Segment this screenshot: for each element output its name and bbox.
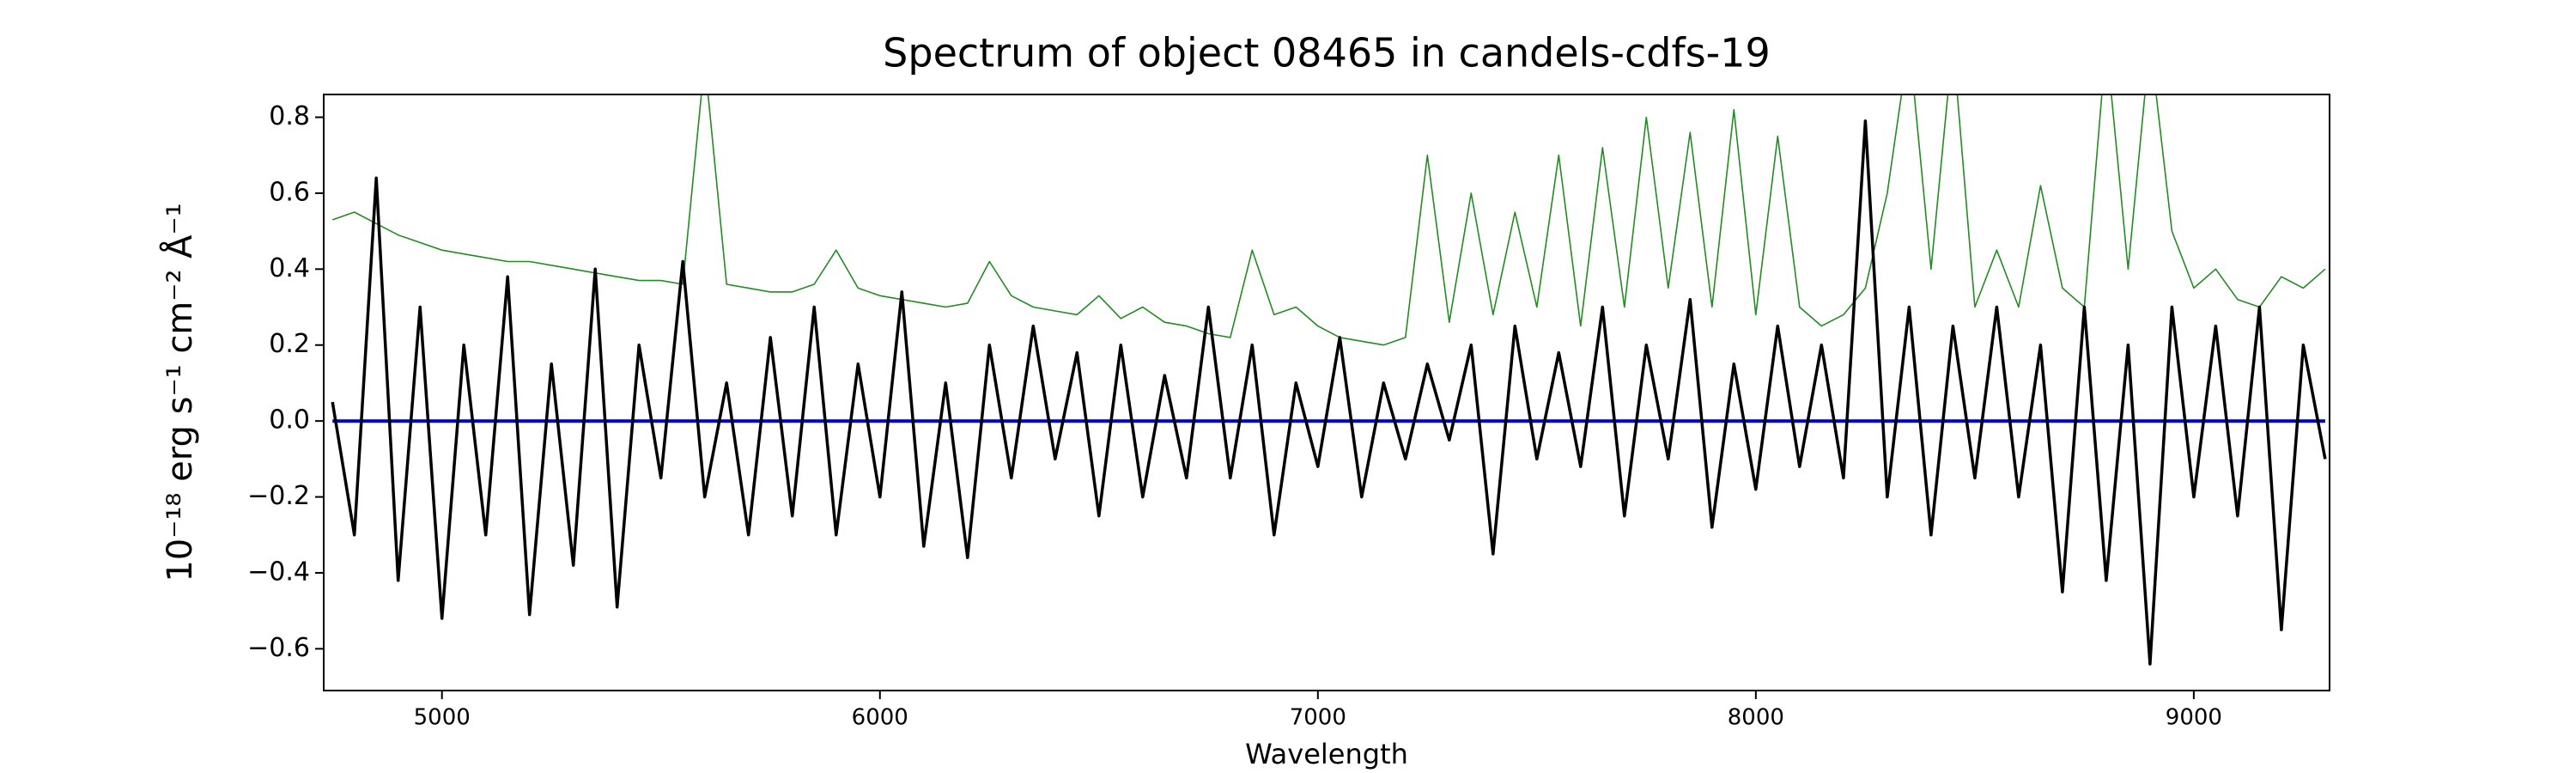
plot-frame bbox=[323, 94, 2330, 691]
y-axis-label: 10⁻¹⁸ erg s⁻¹ cm⁻² Å⁻¹ bbox=[159, 203, 200, 581]
y-tick-label: −0.6 bbox=[247, 633, 310, 663]
chart-title: Spectrum of object 08465 in candels-cdfs… bbox=[883, 30, 1771, 76]
spectrum-line bbox=[331, 94, 2326, 346]
y-tick-label: 0.8 bbox=[269, 101, 310, 131]
y-tick-label: 0.0 bbox=[269, 405, 310, 435]
x-tick-label: 8000 bbox=[1728, 705, 1784, 731]
x-tick-label: 6000 bbox=[852, 705, 908, 731]
y-tick-label: −0.4 bbox=[247, 557, 310, 587]
y-tick-label: 0.6 bbox=[269, 177, 310, 207]
y-tick-label: 0.4 bbox=[269, 253, 310, 283]
x-tick-label: 9000 bbox=[2166, 705, 2222, 731]
y-tick-label: 0.2 bbox=[269, 329, 310, 359]
x-tick-label: 5000 bbox=[414, 705, 471, 731]
x-tick-label: 7000 bbox=[1290, 705, 1346, 731]
x-axis-label: Wavelength bbox=[1245, 738, 1408, 770]
y-tick-label: −0.2 bbox=[247, 481, 310, 511]
spectrum-line bbox=[331, 119, 2327, 666]
plot-lines bbox=[331, 94, 2327, 666]
